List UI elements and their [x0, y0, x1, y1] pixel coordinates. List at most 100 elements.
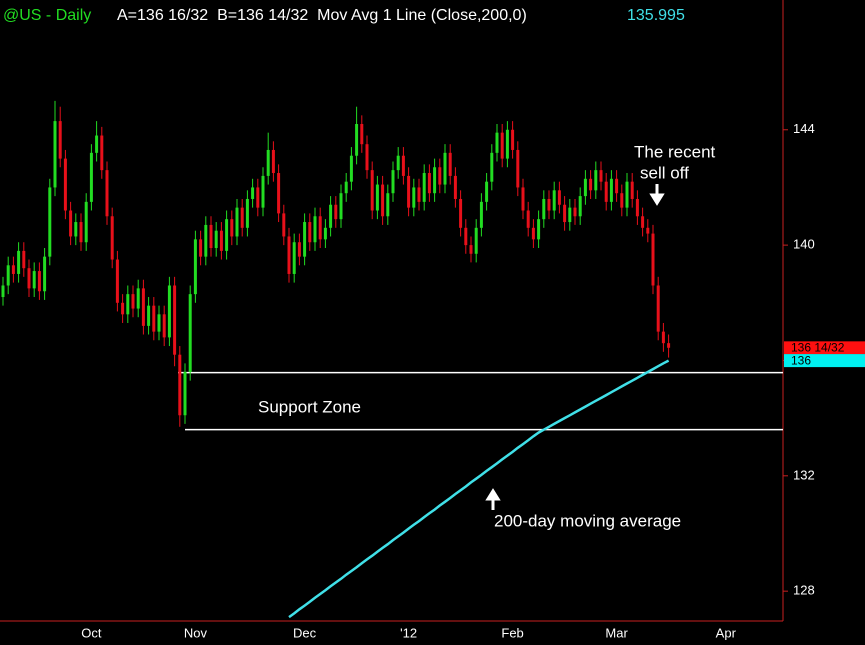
y-tick-label: 140: [793, 237, 815, 252]
candle-body: [27, 268, 31, 289]
candle-body: [500, 132, 504, 159]
candle-body: [667, 343, 671, 348]
candle-body: [386, 193, 390, 217]
candle-body: [89, 152, 93, 202]
candle-body: [162, 314, 166, 338]
chart-title: @US - Daily: [3, 7, 91, 24]
candle-body: [526, 210, 530, 228]
candle-body: [271, 149, 275, 174]
candle-body: [661, 331, 665, 344]
candle-body: [433, 167, 437, 194]
candle-body: [22, 250, 26, 269]
candle-body: [537, 219, 541, 240]
candle-body: [313, 216, 317, 243]
candle-body: [147, 305, 151, 326]
candle-body: [453, 175, 457, 199]
candle-body: [199, 239, 203, 257]
candle-body: [438, 167, 442, 185]
arrow: [649, 184, 665, 206]
candle-body: [516, 149, 520, 188]
candle-body: [323, 227, 327, 240]
candle-body: [69, 210, 73, 237]
candle-body: [604, 181, 608, 202]
candle-body: [303, 222, 307, 257]
candle-body: [318, 216, 322, 240]
candle-body: [485, 181, 489, 202]
candle-body: [126, 294, 130, 315]
candle-body: [100, 135, 104, 171]
x-tick-label: Mar: [605, 625, 628, 640]
candle-body: [214, 230, 218, 248]
x-tick-label: Apr: [716, 625, 737, 640]
annotation: The recent: [634, 142, 716, 161]
candle-body: [459, 198, 463, 228]
arrow: [485, 488, 501, 510]
candle-body: [469, 245, 473, 254]
candle-body: [53, 121, 57, 188]
candle-body: [329, 204, 333, 228]
candle-body: [609, 178, 613, 202]
candle-body: [188, 294, 192, 372]
candle-body: [157, 314, 161, 332]
candle-body: [583, 178, 587, 197]
candle-body: [495, 132, 499, 153]
candle-body: [1, 285, 5, 298]
candle-body: [511, 129, 515, 150]
candle-body: [547, 198, 551, 211]
candle-body: [225, 219, 229, 251]
x-tick-label: Dec: [293, 625, 317, 640]
annotation: sell off: [640, 163, 689, 182]
moving-average-line: [288, 359, 670, 619]
chart-subtitle: A=136 16/32 B=136 14/32 Mov Avg 1 Line (…: [117, 7, 527, 24]
x-tick-label: Nov: [184, 625, 208, 640]
candle-body: [375, 184, 379, 211]
candle-body: [235, 207, 239, 237]
candle-body: [578, 196, 582, 217]
candle-body: [115, 259, 119, 303]
candle-body: [308, 222, 312, 243]
candle-body: [339, 193, 343, 220]
candle-body: [84, 201, 88, 243]
candle-body: [141, 288, 145, 326]
ma-value: 135.995: [627, 7, 685, 24]
candle-body: [573, 207, 577, 217]
candle-body: [589, 178, 593, 191]
candle-body: [344, 181, 348, 194]
candle-body: [173, 285, 177, 355]
candle-body: [422, 173, 426, 202]
candle-body: [79, 222, 83, 243]
candle-body: [6, 265, 10, 286]
candle-body: [266, 149, 270, 176]
candle-body: [531, 227, 535, 240]
annotation: Support Zone: [258, 397, 361, 416]
candle-body: [277, 173, 281, 214]
candle-body: [448, 152, 452, 176]
candle-body: [563, 204, 567, 223]
candle-body: [11, 265, 15, 274]
candle-body: [256, 187, 260, 208]
x-tick-label: Oct: [81, 625, 102, 640]
candle-body: [334, 204, 338, 220]
candle-body: [625, 181, 629, 208]
candle-body: [401, 155, 405, 176]
price-marker-label: 136: [791, 353, 811, 367]
candle-body: [355, 124, 359, 156]
candle-body: [557, 190, 561, 205]
x-tick-label: '12: [400, 625, 417, 640]
price-marker: [784, 341, 865, 355]
candle-body: [261, 175, 265, 208]
candle-body: [230, 219, 234, 237]
candle-body: [391, 170, 395, 194]
candle-body: [219, 230, 223, 251]
candle-body: [407, 175, 411, 208]
candle-body: [381, 184, 385, 217]
candle-body: [641, 216, 645, 228]
price-marker: [784, 354, 865, 368]
candle-body: [282, 213, 286, 237]
candle-body: [427, 173, 431, 194]
candle-body: [287, 236, 291, 274]
candle-body: [136, 288, 140, 309]
candle-body: [204, 224, 208, 257]
